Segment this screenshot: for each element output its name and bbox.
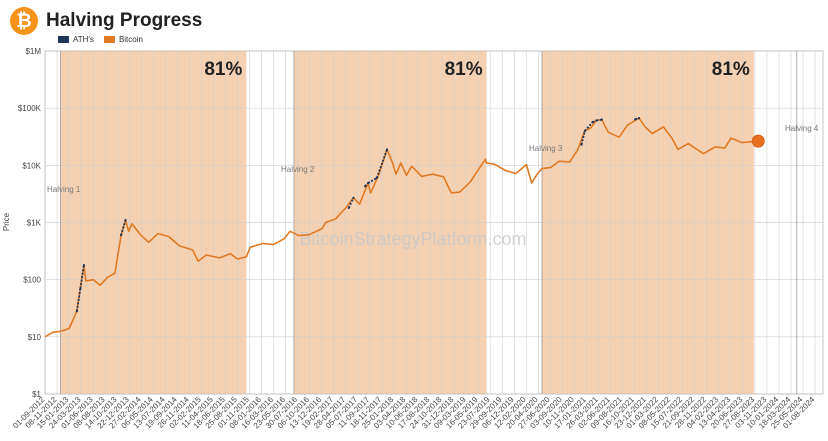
ath-point (352, 196, 355, 199)
ath-point (385, 148, 389, 151)
legend-label-bitcoin: Bitcoin (118, 35, 143, 44)
bitcoin-logo-icon: ₿ (10, 7, 38, 35)
band-percent-label-2: 81% (445, 59, 483, 80)
watermark-text: BitcoinStrategyPlatform.com (299, 229, 526, 249)
y-tick-label: $1K (27, 219, 42, 228)
ath-point (583, 129, 586, 133)
ath-point (347, 206, 350, 210)
ath-point (634, 118, 637, 121)
chart-legend: ATH's Bitcoin (58, 35, 153, 44)
halving-label-1: Halving 1 (47, 185, 81, 194)
ath-point (600, 118, 603, 121)
ath-segment (580, 130, 586, 145)
ath-segment (584, 121, 594, 132)
bitcoin-price-line (44, 117, 759, 338)
y-tick-label: $1 (32, 390, 41, 399)
halving-label-3: Halving 3 (529, 144, 563, 153)
ath-point (75, 310, 78, 313)
legend-label-ath: ATH's (73, 35, 94, 44)
halving-label-2: Halving 2 (281, 165, 315, 174)
y-tick-label: $10 (28, 333, 42, 342)
ath-point (591, 121, 594, 124)
current-price-marker (751, 134, 765, 148)
ath-point (119, 234, 123, 237)
ath-segment (120, 219, 127, 236)
band-percent-label-1: 81% (204, 59, 242, 80)
ath-segment (79, 264, 85, 289)
band-percent-label-3: 81% (712, 59, 750, 80)
ath-point (595, 119, 598, 122)
y-tick-label: $1M (25, 47, 41, 56)
ath-point (580, 143, 583, 146)
y-tick-label: $100 (23, 276, 41, 285)
ath-segment (375, 149, 388, 179)
ath-point (82, 263, 86, 267)
ath-point (363, 185, 367, 188)
ath-point (124, 219, 127, 222)
ath-point (79, 287, 82, 290)
ath-segment (347, 197, 355, 209)
halving-label-4: Halving 4 (785, 124, 819, 133)
ath-segment (367, 177, 378, 184)
y-tick-label: $10K (22, 161, 41, 170)
y-axis-title: Price (2, 212, 11, 231)
ath-point (637, 117, 641, 120)
ath-point (375, 176, 378, 180)
chart-header: ₿ Halving Progress (10, 6, 202, 36)
page-title: Halving Progress (46, 10, 203, 31)
legend-swatch-bitcoin (103, 36, 115, 43)
y-tick-label: $100K (18, 104, 42, 113)
plot-frame (44, 50, 824, 395)
legend-item-bitcoin[interactable]: Bitcoin (103, 35, 143, 44)
ath-point (366, 181, 370, 185)
legend-swatch-ath (58, 36, 69, 43)
legend-item-ath[interactable]: ATH's (58, 35, 94, 44)
ath-segment (75, 288, 82, 312)
